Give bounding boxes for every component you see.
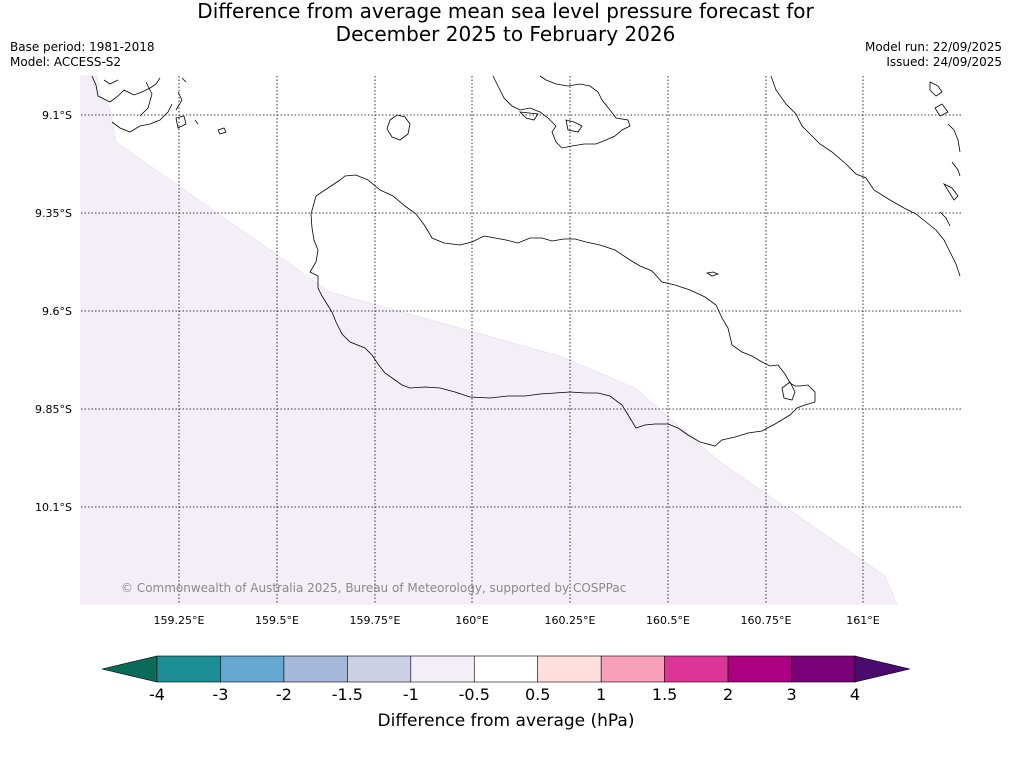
colorbar-segment xyxy=(473,655,539,683)
latitude-labels: 9.1°S 9.35°S 9.6°S 9.85°S 10.1°S xyxy=(35,109,72,514)
colorbar-tick-label: -2 xyxy=(276,685,292,704)
colorbar-segment xyxy=(410,655,475,683)
longitude-labels: 159.25°E 159.5°E 159.75°E 160°E 160.25°E 160.… xyxy=(154,614,880,627)
coastline-main-island xyxy=(309,174,816,447)
coastline-top-right xyxy=(770,75,961,277)
colorbar-tick-label: 3 xyxy=(786,685,796,704)
colorbar-tick-label: -1 xyxy=(403,685,419,704)
colorbar-segment xyxy=(537,655,602,683)
chart-title: Difference from average mean sea level p… xyxy=(0,0,1011,46)
coastline-top-center xyxy=(492,75,631,149)
colorbar-segment xyxy=(347,655,412,683)
model-name: Model: ACCESS-S2 xyxy=(10,55,122,69)
colorbar-tick-label: 0.5 xyxy=(525,685,550,704)
lon-label: 161°E xyxy=(846,614,879,627)
colorbar-low-extend xyxy=(101,655,158,683)
coastlines xyxy=(91,75,961,447)
colorbar-tick-label: 1.5 xyxy=(652,685,677,704)
colorbar-high-extend xyxy=(854,655,911,683)
shaded-anomaly-band xyxy=(80,75,898,605)
lon-label: 160°E xyxy=(455,614,488,627)
colorbar-segment xyxy=(156,655,221,683)
gridlines xyxy=(81,76,961,604)
lat-label: 9.35°S xyxy=(35,207,72,220)
colorbar-segment xyxy=(791,655,856,683)
lat-label: 9.1°S xyxy=(42,109,72,122)
colorbar-segment xyxy=(220,655,285,683)
coastline-east-tip xyxy=(781,381,796,401)
colorbar-tick-label: -3 xyxy=(212,685,228,704)
base-period: Base period: 1981-2018 xyxy=(10,40,155,54)
lat-label: 10.1°S xyxy=(35,501,72,514)
lon-label: 160.75°E xyxy=(741,614,792,627)
coastline-round-island xyxy=(386,114,411,141)
title-line-1: Difference from average mean sea level p… xyxy=(197,0,814,23)
coastline-top-left-islands xyxy=(91,75,227,135)
colorbar-tick-label: -1.5 xyxy=(332,685,363,704)
colorbar-tick-label: -4 xyxy=(149,685,165,704)
colorbar-segment xyxy=(727,655,792,683)
lon-label: 159.25°E xyxy=(154,614,205,627)
title-line-2: December 2025 to February 2026 xyxy=(335,22,676,46)
colorbar-segment xyxy=(283,655,348,683)
issued-date: Issued: 24/09/2025 xyxy=(886,55,1002,69)
lon-label: 159.5°E xyxy=(255,614,299,627)
model-run: Model run: 22/09/2025 xyxy=(864,40,1002,54)
colorbar-segment xyxy=(600,655,665,683)
colorbar-tick-label: -0.5 xyxy=(459,685,490,704)
meta-right: Model run: 22/09/2025 Issued: 24/09/2025 xyxy=(865,40,1002,70)
lon-label: 160.25°E xyxy=(545,614,596,627)
colorbar-tick-label: 4 xyxy=(850,685,860,704)
colorbar: -4 -3 -2 -1.5 -1 -0.5 0.5 1 1.5 2 3 4 xyxy=(101,655,911,704)
lat-label: 9.85°S xyxy=(35,403,72,416)
colorbar-title: Difference from average (hPa) xyxy=(378,711,635,731)
coastline-small-islet xyxy=(705,271,720,277)
meta-left: Base period: 1981-2018 Model: ACCESS-S2 xyxy=(10,40,155,70)
colorbar-segment xyxy=(664,655,729,683)
copyright-notice: © Commonwealth of Australia 2025, Bureau… xyxy=(121,581,626,595)
lon-label: 160.5°E xyxy=(646,614,690,627)
colorbar-tick-label: 1 xyxy=(596,685,606,704)
colorbar-tick-label: 2 xyxy=(723,685,733,704)
lon-label: 159.75°E xyxy=(350,614,401,627)
lat-label: 9.6°S xyxy=(42,305,72,318)
